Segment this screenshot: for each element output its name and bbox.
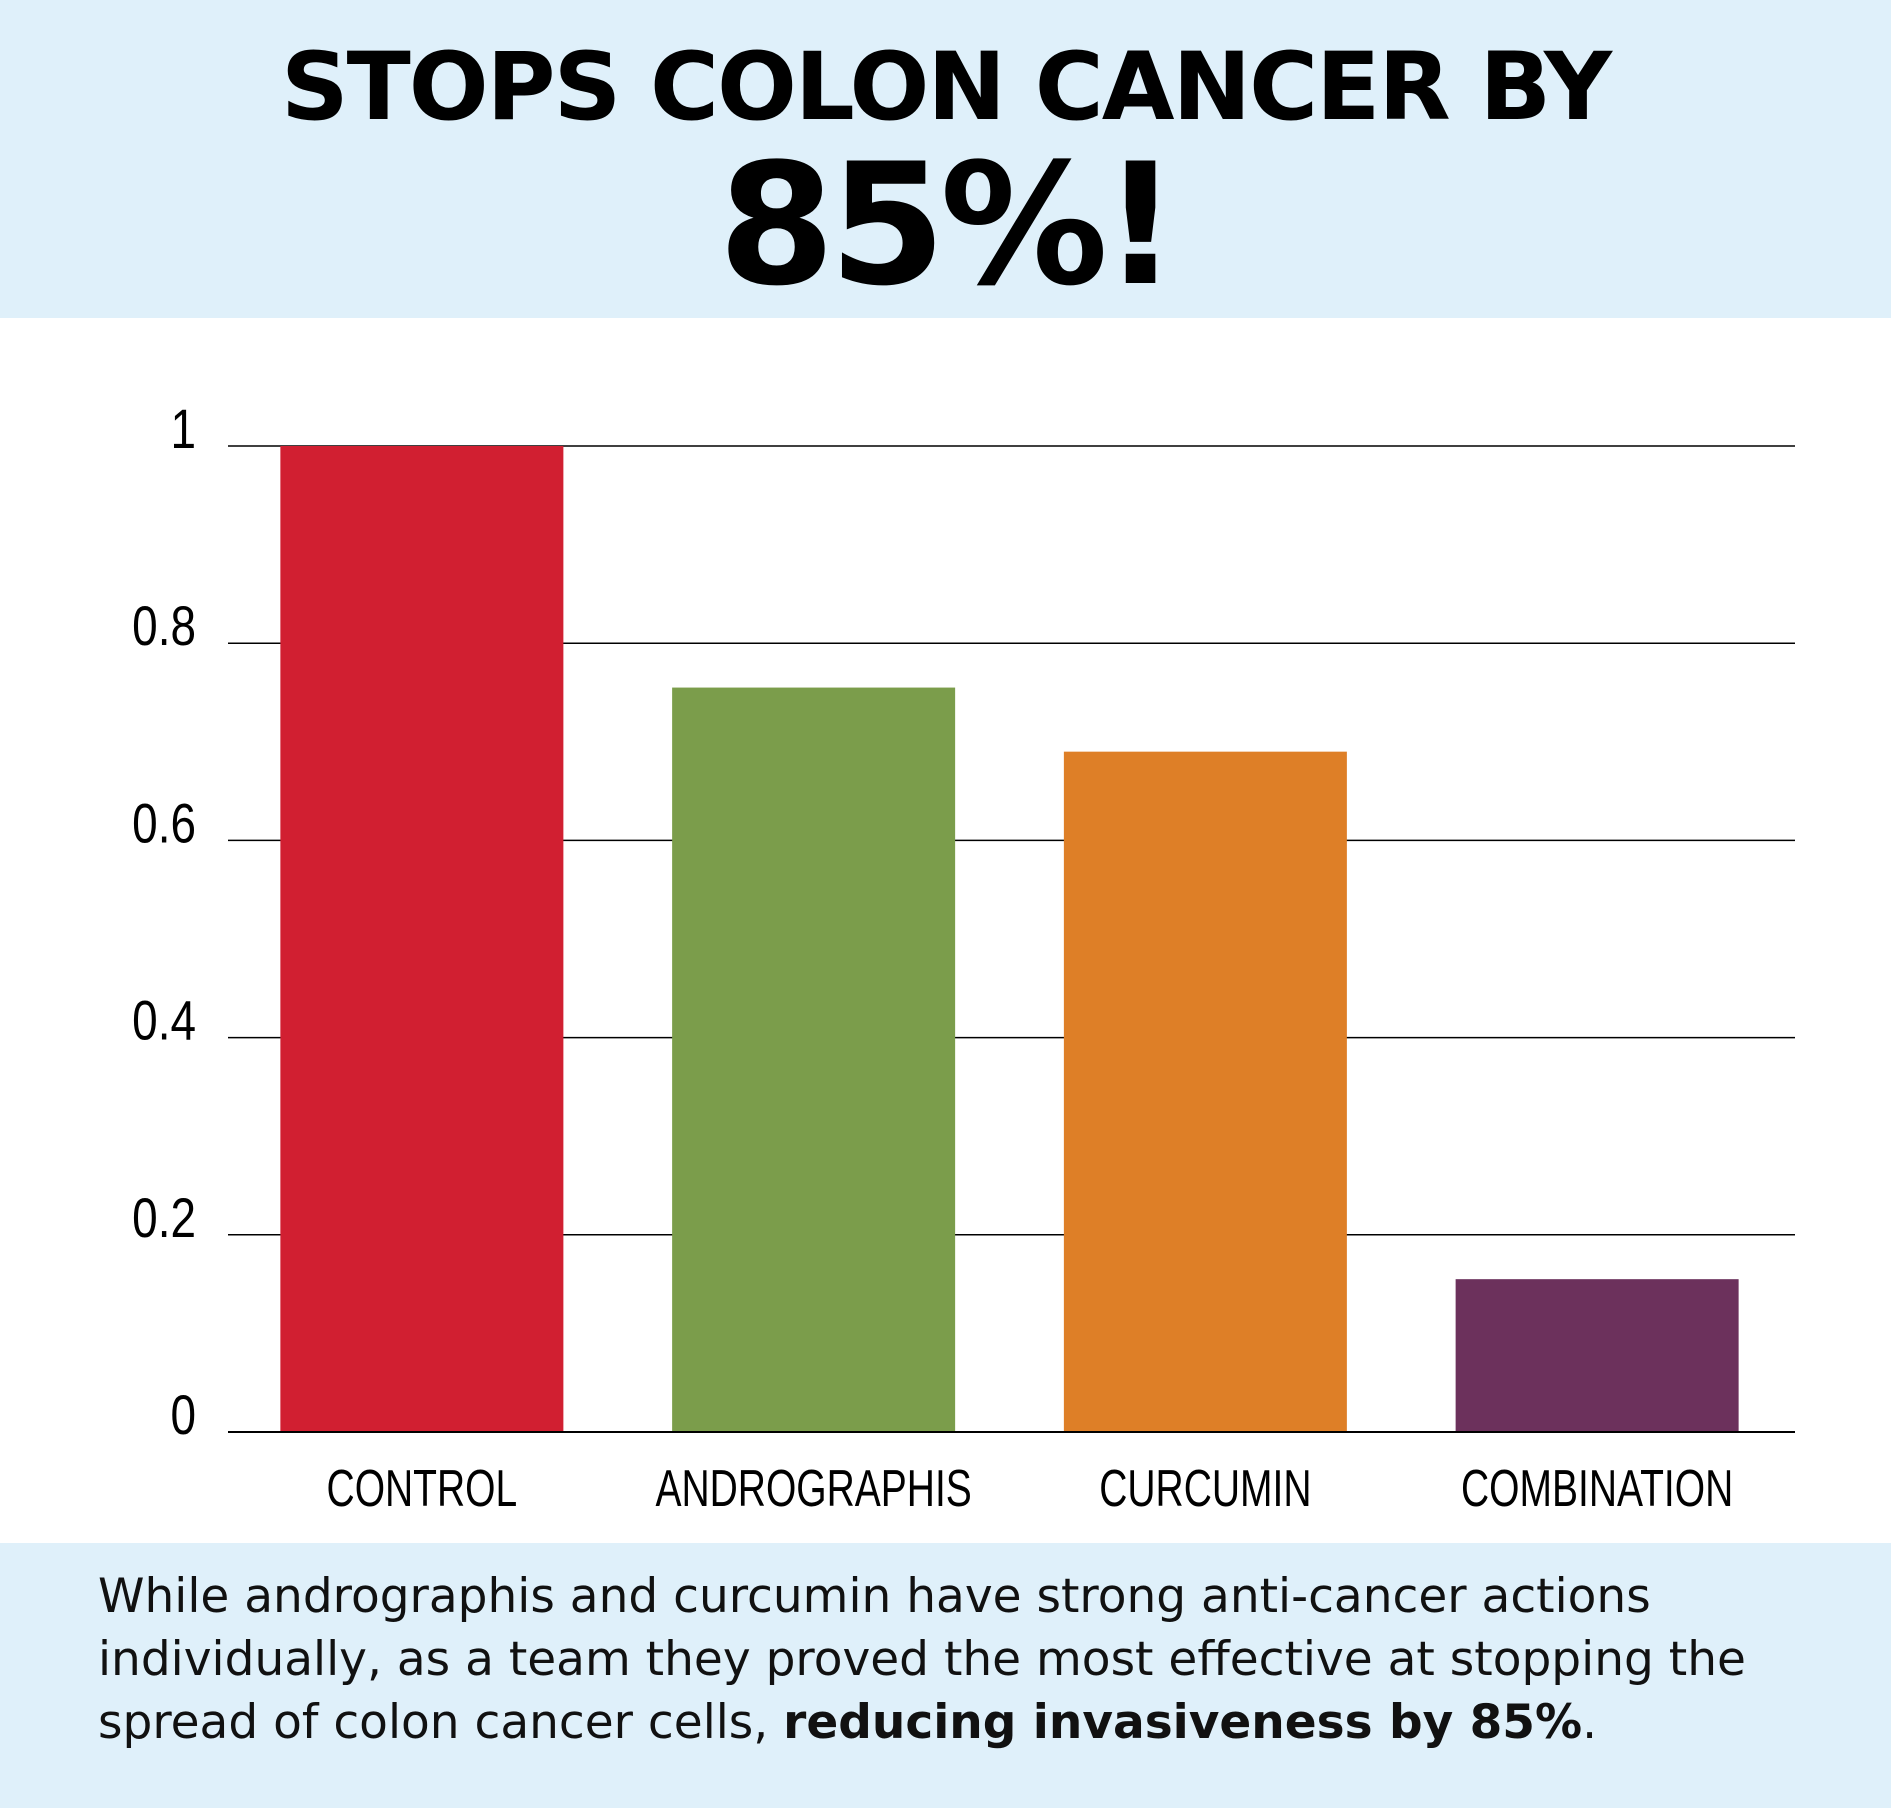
y-tick-label: 1	[170, 398, 196, 460]
bar-chart: 0 0.2 0.4 0.6 0.8 1 CONTROL ANDROGRAPHIS CURCUM…	[132, 398, 1795, 1517]
bars	[280, 446, 1739, 1432]
bar-curcumin	[1063, 751, 1347, 1432]
bar-control	[280, 446, 564, 1432]
x-tick-label: CURCUMIN	[1099, 1458, 1311, 1517]
x-tick-label: COMBINATION	[1461, 1458, 1733, 1517]
bar-combination	[1455, 1279, 1739, 1432]
x-tick-label: ANDROGRAPHIS	[655, 1458, 971, 1517]
y-tick-label: 0.4	[132, 989, 196, 1051]
caption: While andrographis and curcumin have str…	[98, 1565, 1858, 1754]
y-tick-label: 0.6	[132, 792, 196, 854]
caption-text: While andrographis and curcumin have str…	[98, 1569, 1746, 1750]
bar-andrographis	[672, 687, 956, 1432]
page-title: STOPS COLON CANCER BY	[280, 33, 1612, 142]
caption-bold-text: reducing invasiveness by 85%	[783, 1695, 1583, 1750]
y-tick-label: 0.8	[132, 595, 196, 657]
y-tick-label: 0	[170, 1384, 196, 1446]
page-title-percent: 85%!	[718, 127, 1179, 323]
y-tick-label: 0.2	[132, 1186, 196, 1248]
caption-band	[0, 1543, 1891, 1808]
x-tick-label: CONTROL	[327, 1458, 518, 1517]
caption-end: .	[1582, 1695, 1598, 1750]
y-axis-tick-labels: 0 0.2 0.4 0.6 0.8 1	[132, 398, 196, 1446]
x-axis-tick-labels: CONTROL ANDROGRAPHIS CURCUMIN COMBINATION	[327, 1458, 1734, 1517]
header-band	[0, 0, 1891, 318]
